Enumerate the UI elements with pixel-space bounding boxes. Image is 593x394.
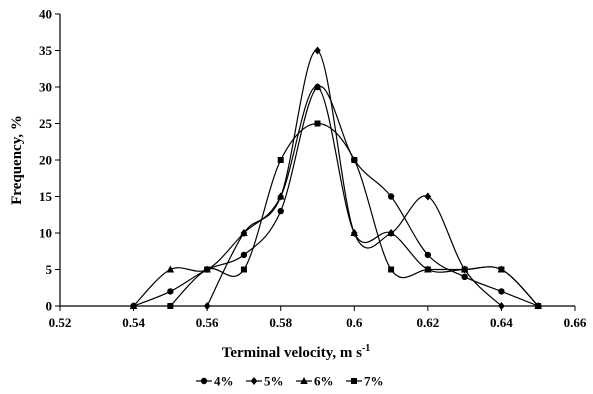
- data-point: [314, 46, 321, 55]
- data-point: [424, 251, 432, 259]
- data-point: [167, 303, 174, 309]
- data-point: [277, 207, 284, 215]
- legend-marker: [351, 378, 357, 384]
- data-point: [166, 265, 175, 273]
- data-point: [240, 251, 248, 259]
- y-tick-label: 15: [39, 189, 53, 204]
- data-point: [498, 266, 505, 273]
- legend-marker: [300, 377, 308, 384]
- legend-item: 7%: [346, 374, 384, 389]
- y-tick-label: 25: [39, 116, 53, 131]
- data-point: [277, 157, 284, 163]
- series-line: [133, 85, 539, 307]
- data-point: [240, 229, 248, 236]
- series-line: [169, 122, 539, 307]
- legend-item: 5%: [246, 374, 284, 389]
- legend-marker: [200, 377, 208, 385]
- data-point: [424, 266, 431, 273]
- data-point: [461, 266, 468, 273]
- legend-label: 6%: [314, 374, 334, 389]
- axes: [59, 14, 575, 307]
- legend-item: 6%: [296, 374, 334, 389]
- data-point: [350, 229, 359, 236]
- x-axis-title: Terminal velocity, m s-1: [222, 343, 371, 361]
- data-point: [388, 266, 395, 273]
- data-point: [387, 193, 395, 200]
- series-2: [203, 46, 505, 310]
- x-axis-title-sup: -1: [362, 343, 370, 354]
- legend-marker: [250, 377, 258, 385]
- x-tick-label: 0.52: [49, 315, 72, 330]
- series-line: [133, 86, 539, 307]
- data-point: [276, 192, 285, 200]
- data-point: [167, 288, 174, 295]
- x-tick-label: 0.58: [269, 315, 292, 330]
- data-point: [313, 83, 322, 90]
- data-point: [129, 302, 138, 309]
- data-point: [387, 229, 395, 236]
- x-tick-label: 0.6: [346, 315, 363, 330]
- series-line: [206, 49, 502, 307]
- data-point: [240, 266, 247, 273]
- data-point: [424, 192, 432, 201]
- series-3: [129, 83, 543, 309]
- x-tick-label: 0.56: [196, 315, 219, 330]
- legend-label: 7%: [364, 374, 384, 389]
- y-tick-label: 5: [46, 262, 53, 277]
- series-layer: [129, 46, 543, 310]
- legend: 4% 5% 6% 7%: [196, 374, 384, 389]
- y-tick-label: 30: [39, 80, 52, 95]
- series-1: [130, 83, 542, 310]
- ticks-layer: 0.52 0.54 0.56 0.58 0.6 0.62 0.64 0.66 0 5 10 15 20 2…: [39, 7, 587, 331]
- data-point: [204, 266, 211, 273]
- x-tick-label: 0.64: [490, 315, 513, 330]
- y-axis-title: Frequency, %: [9, 115, 25, 205]
- data-point: [314, 120, 321, 127]
- legend-label: 4%: [214, 374, 234, 389]
- data-point: [498, 288, 505, 295]
- x-tick-label: 0.62: [416, 315, 439, 330]
- y-tick-label: 10: [39, 226, 52, 241]
- series-4: [167, 120, 542, 309]
- legend-item: 4%: [196, 374, 234, 389]
- legend-label: 5%: [264, 374, 284, 389]
- y-tick-label: 40: [39, 7, 52, 22]
- y-tick-label: 20: [39, 153, 52, 168]
- x-tick-label: 0.54: [122, 315, 145, 330]
- y-tick-label: 0: [46, 299, 53, 314]
- data-point: [461, 273, 468, 280]
- y-tick-label: 35: [39, 43, 53, 58]
- x-tick-label: 0.66: [564, 315, 587, 330]
- x-axis-title-text: Terminal velocity, m s: [222, 345, 362, 361]
- data-point: [535, 303, 542, 309]
- data-point: [351, 157, 358, 163]
